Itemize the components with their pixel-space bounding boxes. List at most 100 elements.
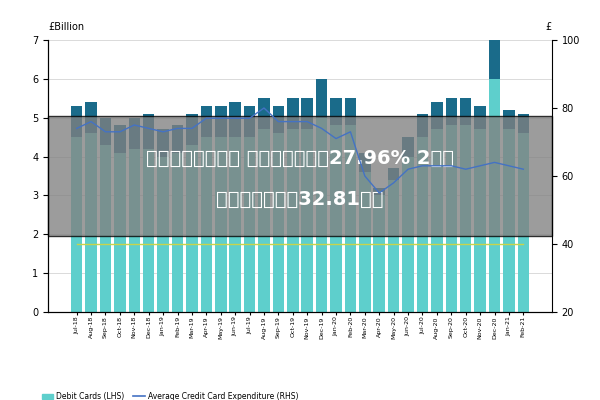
Average Debit Card PoS Expenditure (RHS) [304,242,311,246]
Average Debit Card PoS Expenditure (RHS) [102,242,109,246]
Bar [272,133,284,312]
Bar [272,106,284,133]
Average Debit Card PoS Expenditure (RHS) [491,242,498,246]
Bar [114,126,125,153]
Bar [100,118,111,145]
Average Credit Card Expenditure (RHS) [88,119,95,124]
Average Debit Card PoS Expenditure (RHS) [361,242,368,246]
Average Credit Card Expenditure (RHS) [376,191,383,196]
Bar [460,98,472,126]
Bar [157,129,169,156]
Average Debit Card PoS Expenditure (RHS) [318,242,325,246]
Bar [85,133,97,312]
Average Debit Card PoS Expenditure (RHS) [448,242,455,246]
Average Debit Card PoS Expenditure (RHS) [476,242,484,246]
Bar [85,102,97,133]
Average Debit Card PoS Expenditure (RHS) [433,242,440,246]
Bar [417,114,428,137]
Bar [431,129,443,312]
Bar [518,133,529,312]
Average Debit Card PoS Expenditure (RHS) [88,242,95,246]
Bar [373,196,385,312]
Bar [186,114,198,145]
Bar [114,153,125,312]
Average Credit Card Expenditure (RHS) [448,163,455,168]
Average Credit Card Expenditure (RHS) [188,126,196,131]
Bar [287,98,299,129]
Average Credit Card Expenditure (RHS) [289,119,296,124]
Bar [330,126,342,312]
Bar [172,126,183,153]
Average Debit Card PoS Expenditure (RHS) [419,242,426,246]
Bar [172,153,183,312]
FancyBboxPatch shape [48,116,552,236]
Bar [330,98,342,126]
Average Credit Card Expenditure (RHS) [520,167,527,172]
Text: 线上炒股配资平台 国中水务换手率27.96% 2机构: 线上炒股配资平台 国中水务换手率27.96% 2机构 [146,148,454,168]
Bar [258,98,270,129]
Average Debit Card PoS Expenditure (RHS) [289,242,296,246]
Bar [229,137,241,312]
Bar [446,98,457,126]
Average Debit Card PoS Expenditure (RHS) [246,242,253,246]
Bar [157,156,169,312]
Text: £Billion: £Billion [48,22,84,32]
Bar [128,149,140,312]
Average Debit Card PoS Expenditure (RHS) [275,242,282,246]
Bar [200,106,212,137]
Bar [215,137,227,312]
Average Credit Card Expenditure (RHS) [246,116,253,121]
Average Credit Card Expenditure (RHS) [217,116,224,121]
Average Debit Card PoS Expenditure (RHS) [332,242,340,246]
Average Credit Card Expenditure (RHS) [476,163,484,168]
Bar [143,114,154,149]
Average Debit Card PoS Expenditure (RHS) [390,242,397,246]
Bar [503,129,515,312]
Bar [301,98,313,129]
Average Debit Card PoS Expenditure (RHS) [404,242,412,246]
Bar [460,126,472,312]
Bar [128,118,140,149]
Bar [388,168,400,180]
Bar [446,126,457,312]
Bar [301,129,313,312]
Average Credit Card Expenditure (RHS) [275,119,282,124]
Average Credit Card Expenditure (RHS) [304,119,311,124]
Average Credit Card Expenditure (RHS) [260,106,268,110]
Bar [344,98,356,126]
Average Debit Card PoS Expenditure (RHS) [232,242,239,246]
Bar [388,180,400,312]
Average Credit Card Expenditure (RHS) [419,163,426,168]
Average Debit Card PoS Expenditure (RHS) [462,242,469,246]
Average Debit Card PoS Expenditure (RHS) [347,242,354,246]
Average Debit Card PoS Expenditure (RHS) [160,242,167,246]
Average Credit Card Expenditure (RHS) [73,126,80,131]
Average Debit Card PoS Expenditure (RHS) [203,242,210,246]
Average Debit Card PoS Expenditure (RHS) [520,242,527,246]
Average Debit Card PoS Expenditure (RHS) [174,242,181,246]
Average Debit Card PoS Expenditure (RHS) [188,242,196,246]
Average Credit Card Expenditure (RHS) [174,126,181,131]
Bar [244,106,256,137]
Average Debit Card PoS Expenditure (RHS) [116,242,124,246]
Text: £: £ [546,22,552,32]
Average Credit Card Expenditure (RHS) [390,180,397,185]
Bar [287,129,299,312]
Bar [402,156,414,312]
Bar [373,188,385,196]
Average Debit Card PoS Expenditure (RHS) [505,242,512,246]
Average Credit Card Expenditure (RHS) [116,130,124,134]
Average Credit Card Expenditure (RHS) [404,167,412,172]
Average Credit Card Expenditure (RHS) [361,174,368,178]
Average Credit Card Expenditure (RHS) [131,122,138,127]
Bar [229,102,241,137]
Bar [518,114,529,133]
Bar [431,102,443,129]
Average Debit Card PoS Expenditure (RHS) [145,242,152,246]
Bar [258,129,270,312]
Average Credit Card Expenditure (RHS) [203,116,210,121]
Bar [71,106,82,137]
Bar [316,118,328,312]
Average Credit Card Expenditure (RHS) [160,130,167,134]
Bar [475,106,486,129]
